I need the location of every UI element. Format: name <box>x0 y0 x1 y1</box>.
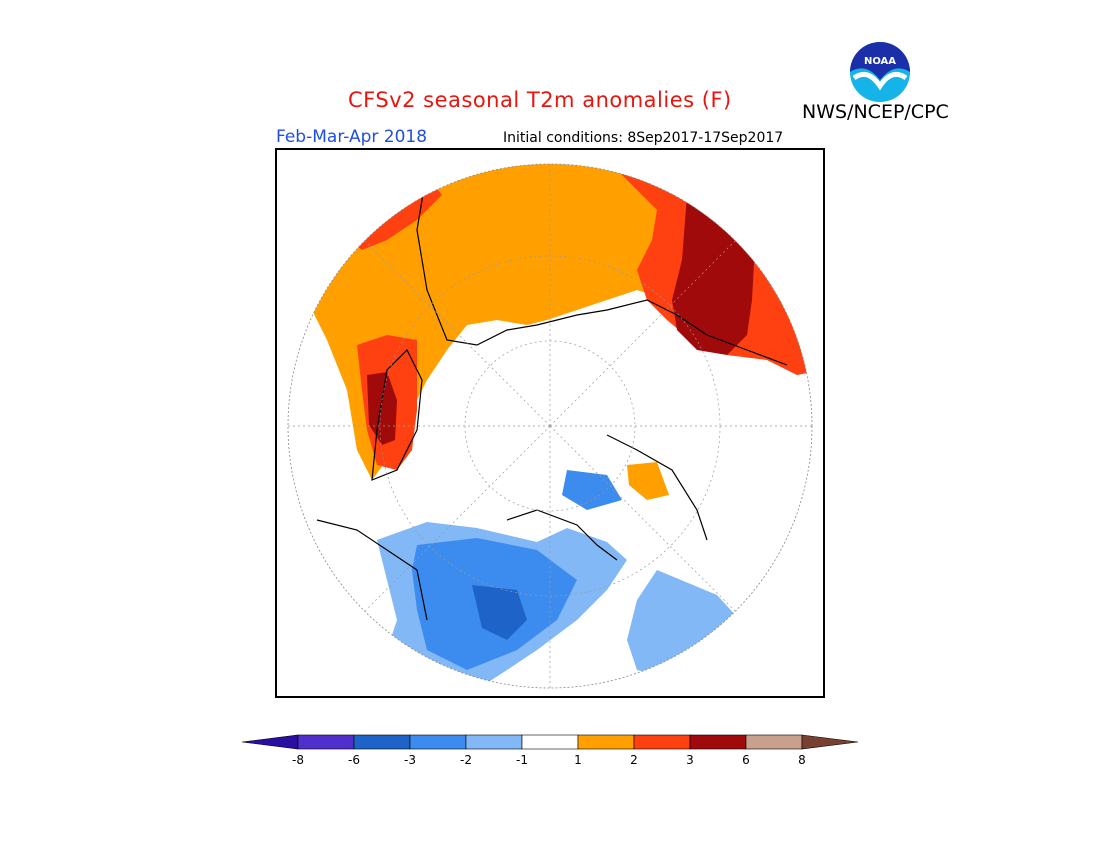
colorbar-arrow-left <box>241 734 299 750</box>
period-label: Feb-Mar-Apr 2018 <box>276 127 428 147</box>
colorbar: -8 -6 -3 -2 -1 1 2 3 6 8 <box>241 734 859 767</box>
colorbar-swatch <box>353 734 411 750</box>
coastlines <box>316 169 788 621</box>
initial-conditions-label: Initial conditions: 8Sep2017-17Sep2017 <box>503 130 784 146</box>
logo-text: NOAA <box>864 56 896 67</box>
colorbar-swatch <box>689 734 747 750</box>
colorbar-swatch <box>745 734 803 750</box>
warm-anomaly-alaska <box>627 462 669 500</box>
colorbar-swatch <box>465 734 523 750</box>
colorbar-swatch <box>297 734 355 750</box>
colorbar-tick-label: 3 <box>686 753 694 767</box>
colorbar-tick-label: 1 <box>574 753 582 767</box>
colorbar-tick-label: -8 <box>292 753 304 767</box>
colorbar-tick-label: -6 <box>348 753 360 767</box>
noaa-logo-icon: NOAA <box>850 42 910 102</box>
chart-title: CFSv2 seasonal T2m anomalies (F) <box>348 88 732 112</box>
polar-map <box>287 163 813 689</box>
colorbar-tick-label: 2 <box>630 753 638 767</box>
colorbar-tick-label: 6 <box>742 753 750 767</box>
cool-anomaly-arctic <box>562 470 622 510</box>
warm-anomaly-core-greenland <box>367 372 397 445</box>
colorbar-swatch <box>521 734 579 750</box>
colorbar-tick-label: -3 <box>404 753 416 767</box>
colorbar-swatch <box>577 734 635 750</box>
colorbar-swatch <box>633 734 691 750</box>
graticule <box>288 164 812 688</box>
org-label: NWS/NCEP/CPC <box>802 101 949 123</box>
cool-anomaly-strong-na <box>472 585 527 640</box>
colorbar-swatch <box>409 734 467 750</box>
colorbar-arrow-right <box>801 734 859 750</box>
colorbar-tick-label: -2 <box>460 753 472 767</box>
map-boundary <box>287 163 813 689</box>
colorbar-tick-label: 8 <box>798 753 806 767</box>
colorbar-tick-label: -1 <box>516 753 528 767</box>
map-panel <box>275 148 825 698</box>
